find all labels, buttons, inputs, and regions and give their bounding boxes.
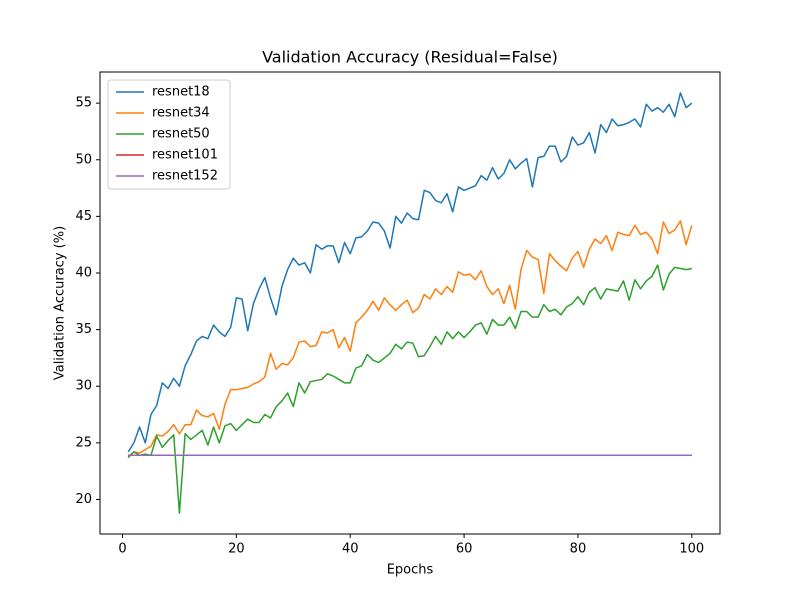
plot-frame [99,71,721,535]
x-tick-label: 20 [228,542,245,557]
x-tick-label: 80 [570,542,587,557]
y-tick-label: 20 [75,492,92,507]
legend-label: resnet34 [152,106,210,121]
x-tick-label: 40 [342,542,359,557]
y-axis-label: Validation Accuracy (%) [53,226,68,380]
x-axis-label: Epochs [387,563,434,578]
legend-label: resnet18 [152,85,210,100]
y-tick-label: 55 [75,96,92,111]
x-tick-label: 100 [679,542,704,557]
chart-title: Validation Accuracy (Residual=False) [262,48,558,67]
series-line [127,92,693,453]
y-tick-label: 35 [75,322,92,337]
y-tick-label: 25 [75,435,92,450]
legend-label: resnet101 [152,148,218,163]
legend-label: resnet50 [152,127,210,142]
y-tick-label: 30 [75,379,92,394]
legend-box [107,79,231,190]
x-tick-label: 60 [456,542,473,557]
series-line [127,220,693,458]
y-tick-label: 40 [75,265,92,280]
y-tick-label: 45 [75,209,92,224]
x-tick-label: 0 [118,542,126,557]
y-tick-label: 50 [75,152,92,167]
series-line [127,264,692,514]
legend-label: resnet152 [152,169,218,184]
